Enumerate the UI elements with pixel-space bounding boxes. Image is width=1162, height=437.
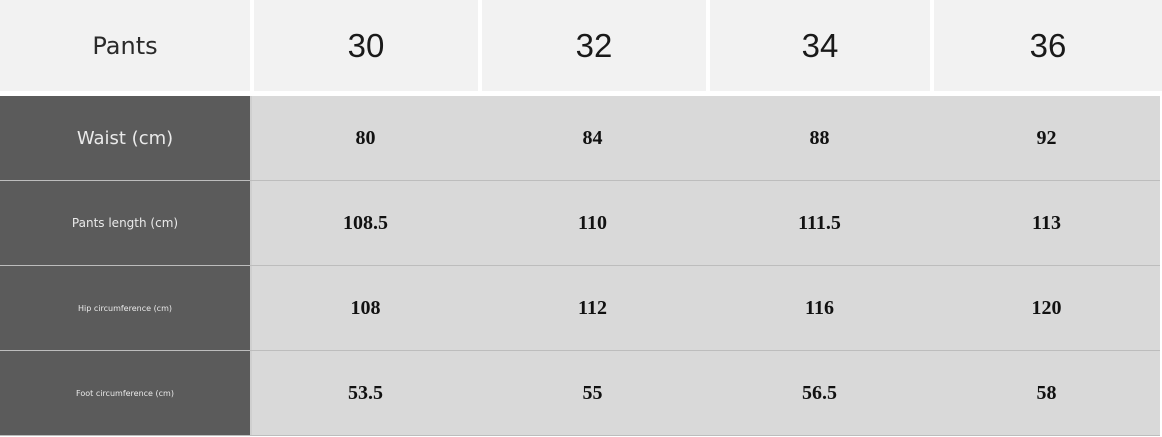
table-row: Hip circumference (cm) 108 112 116 120 xyxy=(0,266,1160,351)
table-row: Waist (cm) 80 84 88 92 xyxy=(0,96,1160,181)
table-cell: 113 xyxy=(1032,211,1061,234)
header-size-cell: 30 xyxy=(254,0,478,91)
row-label: Waist (cm) xyxy=(0,96,252,180)
table-cell: 56.5 xyxy=(802,381,837,404)
header-size-cell: 36 xyxy=(934,0,1162,91)
size-label: 34 xyxy=(801,26,839,64)
row-label: Hip circumference (cm) xyxy=(0,266,252,350)
table-cell: 92 xyxy=(1036,126,1057,149)
table-row: Pants length (cm) 108.5 110 111.5 113 xyxy=(0,181,1160,266)
table-body: Waist (cm) 80 84 88 92 Pants length (cm)… xyxy=(0,96,1160,436)
table-cell: 112 xyxy=(578,296,607,319)
header-size-cell: 34 xyxy=(710,0,930,91)
row-label: Foot circumference (cm) xyxy=(0,351,252,435)
table-cell: 80 xyxy=(355,126,376,149)
table-cell: 120 xyxy=(1031,296,1062,319)
header-corner-cell: Pants xyxy=(0,0,250,91)
size-label: 32 xyxy=(575,26,613,64)
table-row: Foot circumference (cm) 53.5 55 56.5 58 xyxy=(0,351,1160,436)
header-size-cell: 32 xyxy=(482,0,706,91)
table-cell: 53.5 xyxy=(348,381,383,404)
header-corner-label: Pants xyxy=(92,31,158,60)
table-cell: 111.5 xyxy=(798,211,841,234)
table-cell: 108 xyxy=(350,296,381,319)
table-cell: 58 xyxy=(1036,381,1057,404)
size-label: 36 xyxy=(1029,26,1067,64)
table-cell: 88 xyxy=(809,126,830,149)
table-cell: 116 xyxy=(805,296,834,319)
table-cell: 84 xyxy=(582,126,603,149)
table-cell: 55 xyxy=(582,381,603,404)
table-cell: 110 xyxy=(578,211,607,234)
row-label: Pants length (cm) xyxy=(0,181,252,265)
table-cell: 108.5 xyxy=(343,211,388,234)
size-label: 30 xyxy=(347,26,385,64)
